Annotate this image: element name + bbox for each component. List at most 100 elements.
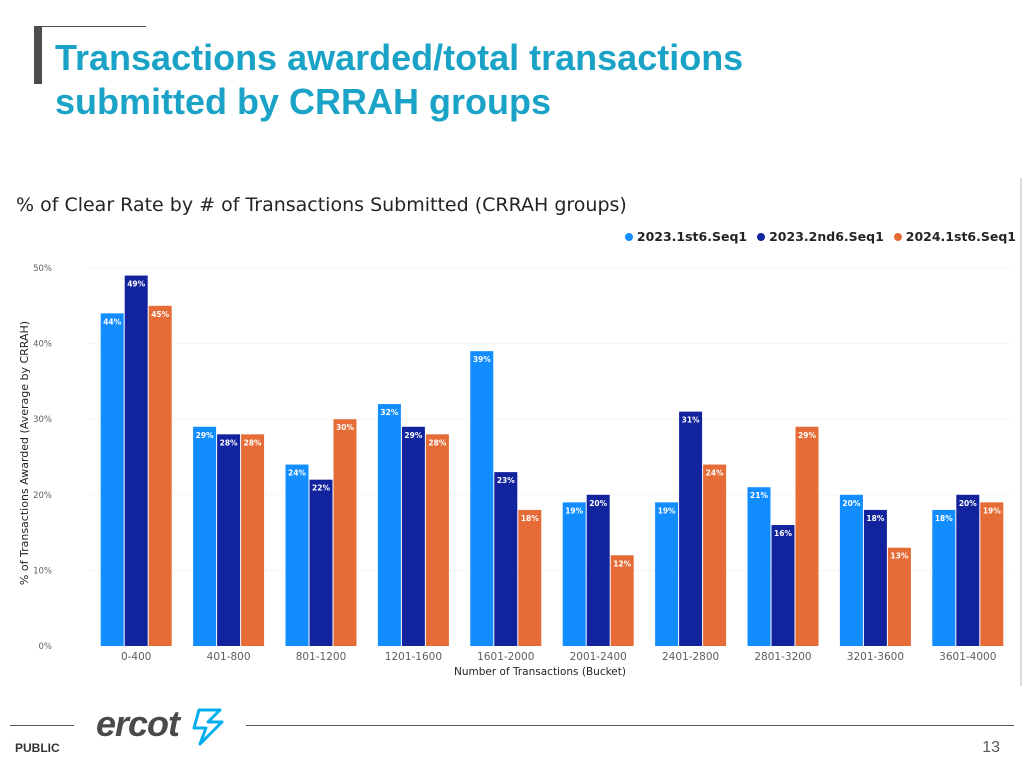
legend-label-series-2: 2023.2nd6.Seq1 — [769, 229, 884, 244]
y-tick-label: 0% — [39, 642, 53, 652]
slide-title-line-1: Transactions awarded/total transactions — [55, 37, 744, 78]
bar-data-label: 44% — [103, 317, 121, 326]
bar — [679, 411, 703, 646]
bar-data-label: 18% — [866, 514, 884, 523]
svg-text:ercot: ercot — [96, 703, 182, 744]
bar — [863, 509, 887, 646]
bar — [562, 502, 586, 646]
y-tick-label: 20% — [33, 491, 52, 501]
bar — [586, 494, 610, 646]
x-tick-label: 1201-1600 — [385, 651, 442, 663]
bar — [932, 509, 956, 646]
chart-border — [1020, 178, 1022, 686]
bar — [193, 426, 217, 646]
bar-data-label: 24% — [288, 469, 306, 478]
bar-data-label: 32% — [380, 408, 398, 417]
bar-data-label: 45% — [151, 310, 169, 319]
bar-data-label: 39% — [473, 355, 491, 364]
bar — [980, 502, 1004, 646]
slide-title-line-2: submitted by CRRAH groups — [55, 81, 552, 122]
bar-data-label: 31% — [682, 416, 700, 425]
bar — [703, 464, 727, 646]
bar-data-label: 49% — [127, 280, 145, 289]
bar-data-label: 29% — [798, 431, 816, 440]
x-axis-label: Number of Transactions (Bucket) — [454, 666, 626, 678]
x-tick-label: 2801-3200 — [754, 651, 811, 663]
x-tick-label: 2401-2800 — [662, 651, 719, 663]
footer-rule-left — [10, 725, 74, 726]
bar-chart-plot: 0% 10% 20% 30% 40% 50% % of Transactions Award… — [18, 264, 1014, 678]
page-number: 13 — [982, 739, 1000, 756]
bar-data-label: 24% — [706, 469, 724, 478]
y-axis-label: % of Transactions Awarded (Average by CR… — [18, 321, 31, 585]
bar — [124, 275, 148, 646]
y-tick-label: 40% — [33, 340, 52, 350]
bar — [217, 434, 241, 646]
bar-data-label: 20% — [959, 499, 977, 508]
bar — [518, 509, 542, 646]
title-accent-bar — [34, 26, 42, 84]
bar-data-label: 19% — [565, 506, 583, 515]
bar — [747, 487, 771, 646]
legend-dot-series-1 — [624, 232, 633, 241]
title-top-rule — [34, 26, 146, 27]
bar — [333, 419, 357, 646]
y-tick-label: 30% — [33, 415, 52, 425]
slide-title: Transactions awarded/total transactions … — [55, 36, 955, 124]
chart-title: % of Clear Rate by # of Transactions Sub… — [16, 194, 627, 216]
bar-data-label: 29% — [196, 431, 214, 440]
legend-dot-series-2 — [757, 232, 766, 241]
bar — [771, 525, 795, 646]
bar — [470, 351, 494, 646]
legend-dot-series-3 — [893, 232, 902, 241]
bar-data-label: 22% — [312, 484, 330, 493]
x-tick-label: 801-1200 — [296, 651, 347, 663]
bar-data-label: 20% — [842, 499, 860, 508]
bar-data-label: 13% — [890, 552, 908, 561]
bar — [956, 494, 980, 646]
bar — [148, 305, 172, 646]
ercot-logo: ercot — [96, 703, 224, 746]
bar — [377, 404, 401, 646]
x-tick-label: 3601-4000 — [939, 651, 996, 663]
bar — [309, 479, 333, 646]
bar — [795, 426, 819, 646]
x-tick-label: 2001-2400 — [570, 651, 627, 663]
bar — [401, 426, 425, 646]
footer-public-label: PUBLIC — [15, 741, 60, 755]
legend-item-series-2[interactable]: 2023.2nd6.Seq1 — [757, 229, 884, 244]
bar-data-label: 18% — [521, 514, 539, 523]
bar — [887, 547, 911, 646]
legend-label-series-3: 2024.1st6.Seq1 — [905, 229, 1016, 244]
bar-data-label: 21% — [750, 491, 768, 500]
bar-data-label: 28% — [244, 438, 262, 447]
bar-data-label: 28% — [428, 438, 446, 447]
x-tick-label: 3201-3600 — [847, 651, 904, 663]
bar — [494, 472, 518, 646]
bar-data-label: 30% — [336, 423, 354, 432]
y-tick-label: 50% — [33, 264, 52, 274]
bar — [655, 502, 679, 646]
bar-data-label: 18% — [935, 514, 953, 523]
bar-data-label: 16% — [774, 529, 792, 538]
bar — [839, 494, 863, 646]
y-tick-label: 10% — [33, 566, 52, 576]
bar — [241, 434, 265, 646]
bar-data-label: 28% — [220, 438, 238, 447]
bar-data-label: 20% — [589, 499, 607, 508]
x-tick-label: 1601-2000 — [477, 651, 534, 663]
bar-data-label: 23% — [497, 476, 515, 485]
footer-rule-right — [246, 725, 1014, 726]
bar-data-label: 12% — [613, 559, 631, 568]
chart-card: % of Clear Rate by # of Transactions Sub… — [8, 178, 1022, 688]
bar-data-label: 19% — [983, 506, 1001, 515]
bar — [100, 313, 124, 646]
x-tick-label: 401-800 — [207, 651, 251, 663]
bar-data-label: 29% — [404, 431, 422, 440]
legend-label-series-1: 2023.1st6.Seq1 — [636, 229, 748, 244]
bar — [610, 555, 634, 646]
legend-item-series-1[interactable]: 2023.1st6.Seq1 — [624, 229, 748, 244]
x-tick-label: 0-400 — [121, 651, 152, 663]
bar — [285, 464, 309, 646]
legend-item-series-3[interactable]: 2024.1st6.Seq1 — [893, 229, 1016, 244]
